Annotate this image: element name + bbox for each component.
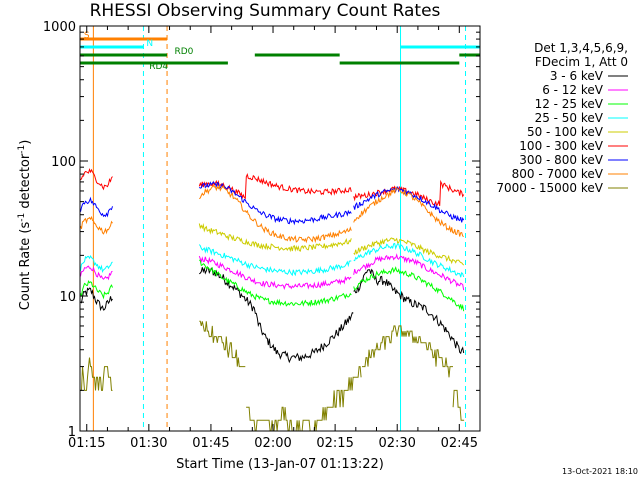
series-25-50-keV-kev [80,242,465,278]
x-tick-label-6: 02:45 [441,436,478,451]
series-segment-8-0 [80,357,113,391]
series-segment-1-1 [198,255,352,291]
y-tick-label-3: 1000 [43,20,76,35]
y-axis-title-superscript-2: -1 [17,145,27,154]
x-tick-label-3: 02:00 [254,436,291,451]
series-segment-3-0 [80,255,113,274]
series-segment-2-1 [198,259,352,308]
series-6-12-keV-kev [80,253,465,291]
series-7000-15000-keV-kev [80,320,465,432]
legend-label-4: 50 - 100 keV [527,125,604,139]
legend-label-2: 12 - 25 keV [535,97,604,111]
x-axis-title: Start Time (13-Jan-07 01:13:22) [176,457,384,472]
x-tick-label-4: 02:15 [316,436,353,451]
series-segment-7-0 [80,215,113,235]
legend-label-0: 3 - 6 keV [550,69,604,83]
series-segment-4-0 [198,223,352,253]
series-12-25-keV-kev [80,259,465,312]
y-axis-title-end: ) [18,140,33,145]
data-series-group [80,167,465,432]
series-segment-6-0 [80,196,113,218]
y-axis-title: Count Rate (s-1 detector-1) [17,140,33,311]
series-segment-6-2 [353,186,465,223]
flag-label-s: S [84,31,90,41]
flag-label-n: N [146,39,153,49]
series-segment-4-1 [353,237,465,266]
series-segment-8-2 [246,366,362,432]
vertical-marker-lines [79,26,467,431]
series-segment-7-1 [198,184,352,244]
series-segment-5-0 [80,167,113,191]
legend-label-7: 800 - 7000 keV [512,167,604,181]
series-segment-8-1 [199,320,246,368]
x-tick-label-0: 01:15 [68,436,105,451]
x-tick-label-5: 02:30 [378,436,415,451]
series-segment-1-2 [353,253,465,291]
plot-frame [79,25,481,432]
series-3-6-keV-kev [80,266,465,364]
series-segment-6-1 [198,181,352,226]
legend-header-line-2: FDecim 1, Att 0 [535,55,628,69]
series-segment-3-2 [353,242,465,278]
y-axis-title-main: Count Rate (s [18,222,33,311]
legend-label-6: 300 - 800 keV [519,153,603,167]
series-segment-7-2 [353,186,464,238]
legend-label-5: 100 - 300 keV [519,139,603,153]
series-segment-8-3 [362,325,453,378]
series-segment-5-2 [353,179,465,208]
chart-title: RHESSI Observing Summary Count Rates [90,1,441,21]
x-tick-label-1: 01:30 [130,436,167,451]
y-axis-title-superscript-1: -1 [17,213,27,222]
x-tick-label-2: 01:45 [192,436,229,451]
y-tick-label-2: 100 [51,155,76,170]
series-segment-8-4 [452,389,465,421]
flag-label-rd4: RD4 [149,62,168,72]
y-tick-label-1: 10 [59,290,76,305]
series-segment-3-1 [198,244,352,277]
y-axis-title-middle: detector [18,153,33,213]
axes-group: 01:15 01:30 01:45 02:00 02:15 02:30 02:45 1 10 10… [43,20,481,451]
series-segment-5-1 [198,173,352,200]
series-segment-2-0 [80,279,113,300]
series-segment-2-2 [353,266,465,312]
flag-label-rd0: RD0 [175,47,194,57]
series-100-300-keV-kev [80,167,465,208]
series-50-100-keV-kev [198,223,465,266]
series-segment-0-2 [353,268,465,355]
y-tick-label-0: 1 [68,425,76,440]
legend-label-8: 7000 - 15000 keV [496,181,603,195]
series-800-7000-keV-kev [80,184,464,244]
legend: Det 1,3,4,5,6,9, FDecim 1, Att 0 3 - 6 k… [496,41,628,195]
series-300-800-keV-kev [80,181,465,226]
legend-label-3: 25 - 50 keV [535,111,604,125]
series-segment-0-1 [198,266,354,364]
legend-header-line-1: Det 1,3,4,5,6,9, [534,41,628,55]
series-segment-1-0 [80,265,113,281]
flag-bars-group: S N RD0 RD4 [80,31,480,72]
timestamp-stamp: 13-Oct-2021 18:10 [562,467,638,476]
series-segment-0-0 [80,287,113,312]
legend-label-1: 6 - 12 keV [542,83,604,97]
